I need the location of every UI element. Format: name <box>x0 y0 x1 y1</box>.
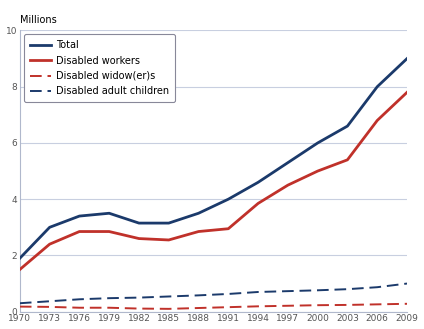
Text: Millions: Millions <box>20 15 56 25</box>
Legend: Total, Disabled workers, Disabled widow(er)s, Disabled adult children: Total, Disabled workers, Disabled widow(… <box>24 35 175 102</box>
